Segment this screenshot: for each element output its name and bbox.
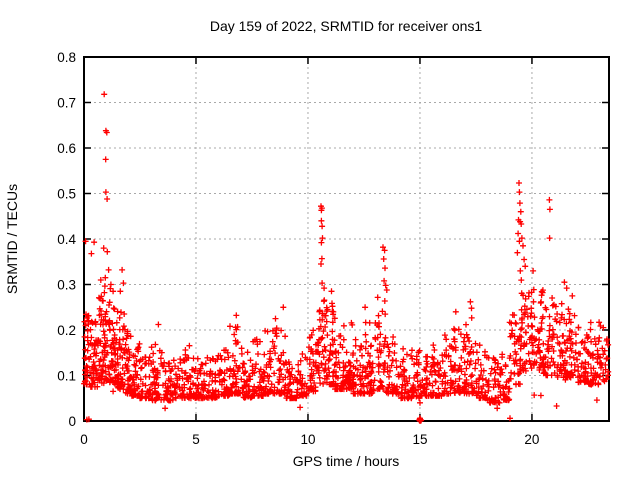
- y-tick-label: 0.4: [57, 232, 76, 247]
- y-tick-label: 0: [68, 414, 76, 429]
- x-tick-label: 5: [192, 432, 200, 447]
- y-tick-label: 0.3: [57, 278, 76, 293]
- x-axis-label: GPS time / hours: [293, 453, 400, 469]
- y-tick-label: 0.6: [57, 141, 76, 156]
- gridlines: [84, 57, 609, 421]
- y-tick-labels: 0 0.1 0.2 0.3 0.4 0.5 0.6 0.7 0.8: [57, 50, 76, 429]
- y-tick-label: 0.5: [57, 187, 76, 202]
- x-tick-label: 15: [412, 432, 427, 447]
- y-tick-label: 0.2: [57, 323, 76, 338]
- x-tick-labels: 0 5 10 15 20: [80, 432, 539, 447]
- data-points: [81, 91, 612, 424]
- y-tick-label: 0.8: [57, 50, 76, 65]
- y-axis-label: SRMTID / TECUs: [4, 184, 20, 294]
- x-tick-label: 0: [80, 432, 88, 447]
- chart-title: Day 159 of 2022, SRMTID for receiver ons…: [210, 18, 483, 34]
- scatter-marker-path: [81, 91, 612, 424]
- x-tick-label: 10: [300, 432, 315, 447]
- y-tick-label: 0.1: [57, 369, 76, 384]
- x-tick-label: 20: [524, 432, 539, 447]
- y-tick-label: 0.7: [57, 96, 76, 111]
